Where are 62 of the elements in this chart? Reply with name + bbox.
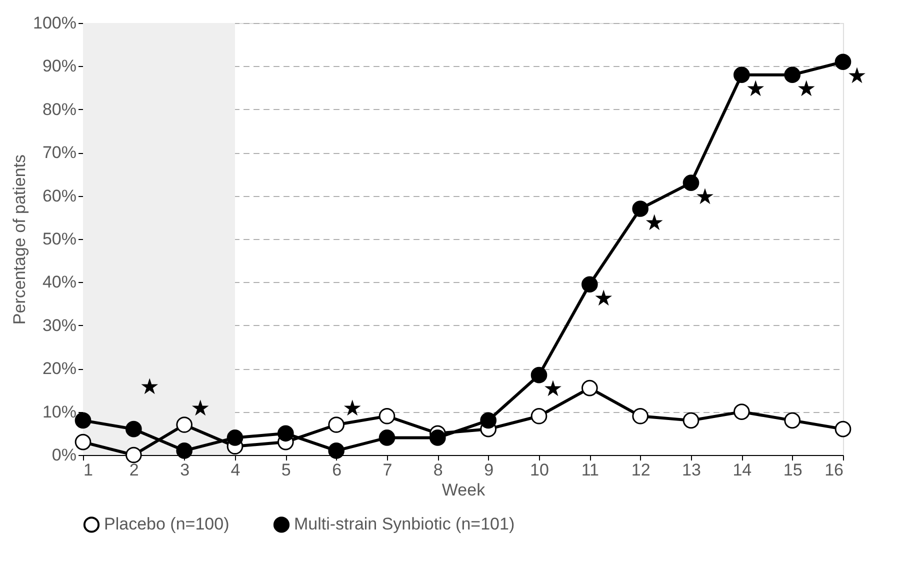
x-tick-label: 10 (530, 460, 549, 480)
y-tick-label: 60% (42, 186, 76, 206)
point (582, 380, 598, 396)
y-tick-label: 90% (42, 56, 76, 76)
annotation: ★ (543, 377, 563, 402)
annotation: ★ (796, 76, 816, 102)
x-tick-label: 2 (129, 460, 139, 480)
point (328, 442, 344, 459)
x-tick-label: 14 (732, 460, 752, 480)
y-tick-label: 40% (42, 272, 76, 292)
point (378, 408, 396, 424)
annotation: ★ (695, 184, 715, 210)
y-tick-label: 70% (42, 143, 76, 162)
point (126, 446, 142, 464)
y-tick-label: 50% (42, 230, 76, 248)
point (126, 420, 142, 438)
x-tick-label: 3 (180, 460, 190, 480)
point (328, 416, 344, 433)
x-tick-label: 5 (281, 460, 291, 480)
point (176, 416, 192, 433)
x-tick-label: 4 (230, 460, 240, 480)
x-tick-label: 16 (824, 460, 844, 480)
y-tick-label: 80% (42, 100, 76, 119)
annotation: ★ (594, 286, 614, 312)
x-tick-label: 15 (783, 460, 802, 480)
point (74, 434, 92, 450)
annotation: ★ (847, 64, 867, 89)
x-tick-label: 7 (382, 460, 392, 480)
x-tick-label: 13 (682, 460, 701, 480)
legend-label: Placebo (n=100) (104, 514, 230, 534)
annotation: ★ (342, 396, 362, 422)
point (278, 425, 294, 442)
y-tick-label: 30% (42, 316, 76, 335)
y-tick-label: 0% (52, 446, 76, 464)
annotation: ★ (140, 375, 160, 400)
y-tick-label: 20% (42, 359, 76, 378)
x-tick-label: 1 (84, 460, 93, 480)
annotation: ★ (644, 210, 664, 236)
point (682, 412, 700, 429)
point (480, 412, 496, 429)
y-tick-label: 10% (42, 402, 76, 422)
x-tick-label: 8 (433, 460, 443, 480)
x-tick-label: 6 (332, 460, 342, 480)
point (834, 420, 852, 438)
y-axis-title: Percentage of patients (10, 154, 30, 325)
point (176, 442, 192, 459)
point (226, 430, 244, 446)
x-tick-label: 11 (581, 460, 599, 480)
x-axis-title: Week (442, 480, 486, 500)
y-tick-label: 100% (33, 14, 76, 32)
point (734, 404, 750, 420)
point (530, 408, 548, 424)
point (378, 430, 396, 446)
legend-label: Multi-strain Synbiotic (n=101) (294, 514, 515, 534)
point (430, 430, 446, 446)
point (784, 412, 800, 429)
annotation: ★ (746, 76, 766, 102)
point (632, 408, 648, 424)
point (74, 412, 92, 429)
annotation: ★ (190, 396, 210, 422)
x-tick-label: 9 (484, 460, 494, 480)
x-tick-label: 12 (631, 460, 650, 480)
